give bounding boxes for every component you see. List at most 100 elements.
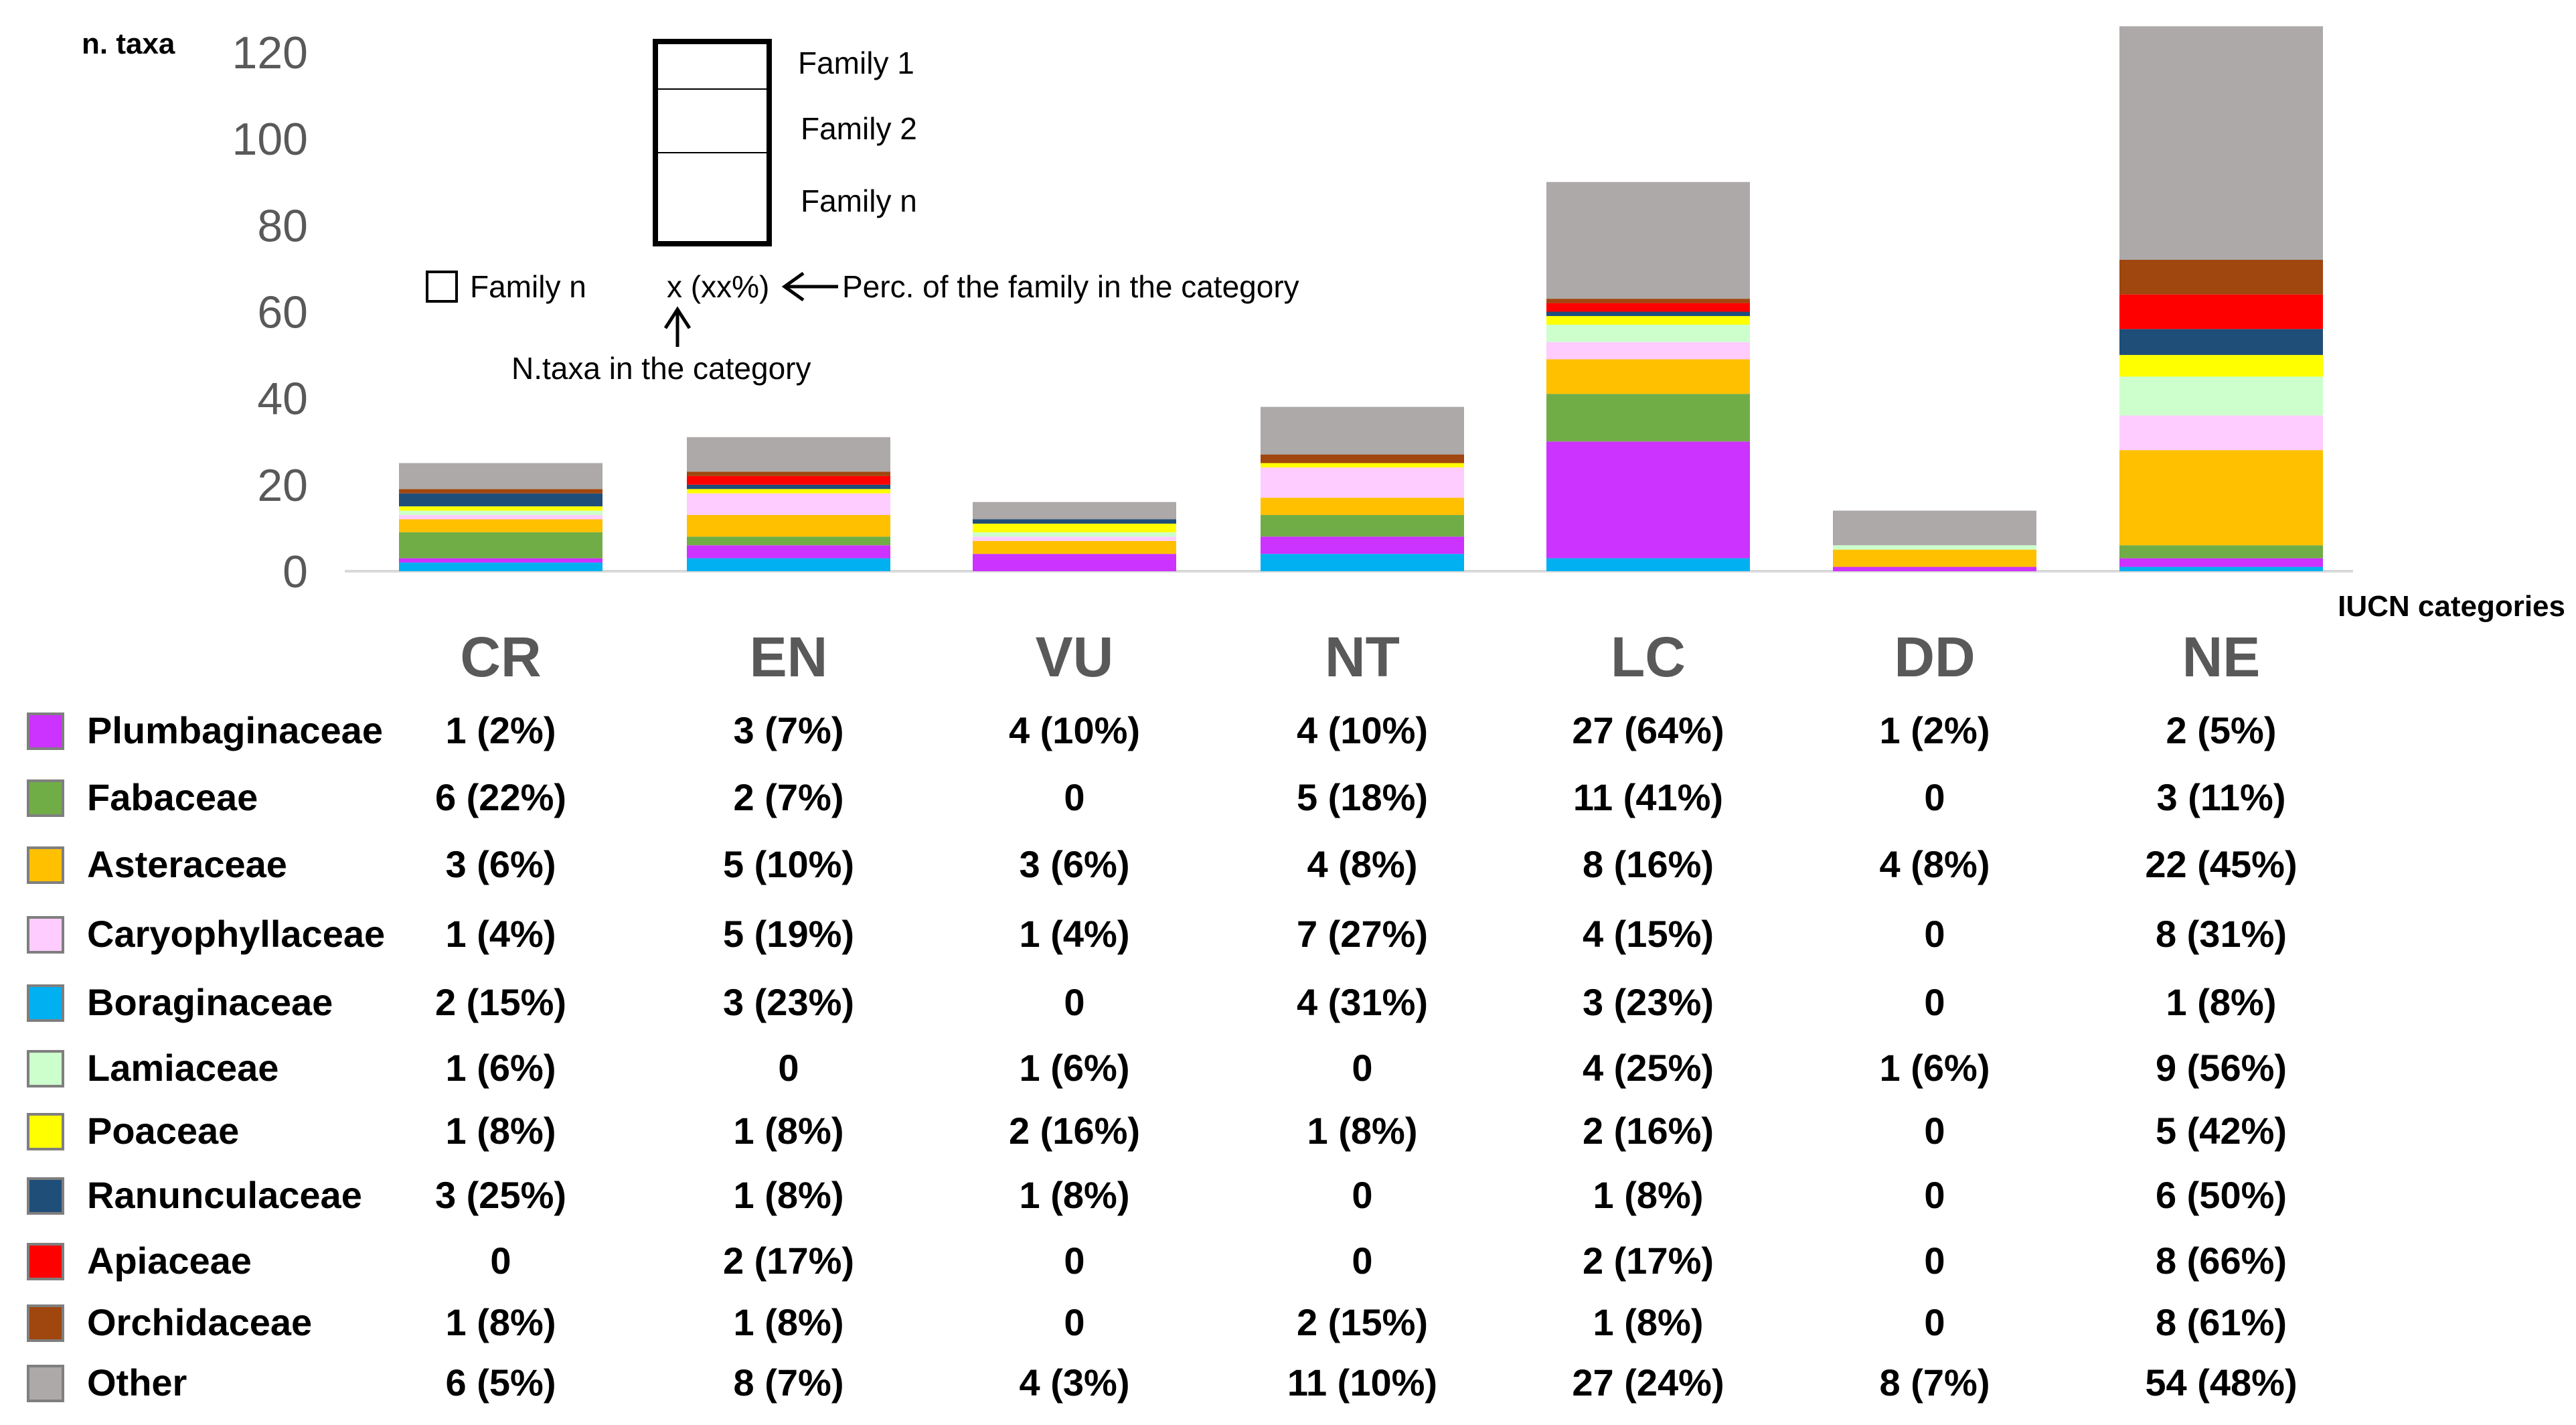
bar-lc-ranunculaceae <box>1546 311 1750 316</box>
cell-other-nt: 11 (10%) <box>1287 1361 1437 1404</box>
cell-lamiaceae-cr: 1 (6%) <box>446 1047 556 1089</box>
cell-caryophyllaceae-nt: 7 (27%) <box>1297 913 1428 955</box>
cell-orchidaceae-ne: 8 (61%) <box>2156 1301 2287 1343</box>
bar-vu-poaceae <box>973 523 1176 532</box>
cell-fabaceae-lc: 11 (41%) <box>1573 776 1723 818</box>
cell-apiaceae-nt: 0 <box>1352 1240 1372 1282</box>
cell-caryophyllaceae-dd: 0 <box>1924 913 1945 955</box>
y-axis-ticks: 0 20 40 60 80 100 120 <box>232 27 308 597</box>
cell-orchidaceae-lc: 1 (8%) <box>1593 1301 1704 1343</box>
family-name: Lamiaceae <box>87 1047 278 1089</box>
bar-en-other <box>687 437 890 472</box>
category-label-vu: VU <box>1036 625 1114 688</box>
bar-en-fabaceae <box>687 536 890 546</box>
bar-vu-asteraceae <box>973 540 1176 554</box>
bar-ne-caryophyllaceae <box>2119 415 2323 451</box>
bar-vu-lamiaceae <box>973 532 1176 537</box>
cell-caryophyllaceae-vu: 1 (4%) <box>1020 913 1130 955</box>
cell-lamiaceae-vu: 1 (6%) <box>1020 1047 1130 1089</box>
cell-orchidaceae-vu: 0 <box>1064 1301 1084 1343</box>
bar-dd-plumbaginaceae <box>1833 567 2036 571</box>
table-row: Plumbaginaceae 1 (2%) 3 (7%) 4 (10%) 4 (10%)… <box>27 709 2277 751</box>
bar-lc-other <box>1546 181 1750 299</box>
cell-asteraceae-ne: 22 (45%) <box>2145 843 2297 885</box>
inset-perc-note: Perc. of the family in the category <box>842 269 1299 304</box>
category-label-en: EN <box>750 625 828 688</box>
bar-cr-other <box>399 463 602 490</box>
inset-label-family-n: Family n <box>801 183 917 218</box>
bar-cr-caryophyllaceae <box>399 515 602 520</box>
cell-ranunculaceae-vu: 1 (8%) <box>1020 1174 1130 1216</box>
category-label-nt: NT <box>1325 625 1400 688</box>
category-label-lc: LC <box>1611 625 1686 688</box>
cell-boraginaceae-cr: 2 (15%) <box>435 981 566 1023</box>
table-row: Boraginaceae 2 (15%) 3 (23%) 0 4 (31%) 3 (23%… <box>27 981 2276 1023</box>
legend-swatch-poaceae <box>27 1113 64 1150</box>
bar-lc-apiaceae <box>1546 303 1750 312</box>
bar-en-ranunculaceae <box>687 484 890 490</box>
y-tick-label: 60 <box>257 287 308 338</box>
cell-ranunculaceae-lc: 1 (8%) <box>1593 1174 1704 1216</box>
category-label-ne: NE <box>2182 625 2261 688</box>
bar-ne-ranunculaceae <box>2119 329 2323 356</box>
cell-fabaceae-dd: 0 <box>1924 776 1945 818</box>
legend-swatch-apiaceae <box>27 1243 64 1280</box>
y-tick-label: 40 <box>257 374 308 425</box>
inset-swatch-label: Family n <box>470 269 586 304</box>
cell-plumbaginaceae-en: 3 (7%) <box>734 709 844 751</box>
cell-apiaceae-dd: 0 <box>1924 1240 1945 1282</box>
bar-ne-plumbaginaceae <box>2119 558 2323 567</box>
bar-dd-other <box>1833 510 2036 546</box>
cell-fabaceae-ne: 3 (11%) <box>2157 776 2286 818</box>
cell-asteraceae-nt: 4 (8%) <box>1307 843 1418 885</box>
bar-dd-lamiaceae <box>1833 545 2036 550</box>
cell-other-dd: 8 (7%) <box>1880 1361 1990 1404</box>
cell-orchidaceae-cr: 1 (8%) <box>446 1301 556 1343</box>
cell-poaceae-ne: 5 (42%) <box>2156 1110 2287 1152</box>
family-name: Fabaceae <box>87 776 258 818</box>
cell-plumbaginaceae-ne: 2 (5%) <box>2166 709 2277 751</box>
family-name: Plumbaginaceae <box>87 709 383 751</box>
category-labels: CR EN VU NT LC DD NE <box>460 625 2260 688</box>
bar-nt-orchidaceae <box>1261 454 1464 463</box>
cell-fabaceae-cr: 6 (22%) <box>435 776 566 818</box>
legend-swatch-boraginaceae <box>27 984 64 1022</box>
cell-lamiaceae-nt: 0 <box>1352 1047 1372 1089</box>
bar-en-plumbaginaceae <box>687 545 890 558</box>
cell-fabaceae-en: 2 (7%) <box>734 776 844 818</box>
bar-nt-caryophyllaceae <box>1261 467 1464 498</box>
bar-lc-poaceae <box>1546 315 1750 325</box>
bar-ne-asteraceae <box>2119 450 2323 546</box>
cell-poaceae-en: 1 (8%) <box>734 1110 844 1152</box>
cell-poaceae-dd: 0 <box>1924 1110 1945 1152</box>
table-row: Fabaceae 6 (22%) 2 (7%) 0 5 (18%) 11 (41%) 0 3 … <box>27 776 2286 818</box>
y-axis-label: n. taxa <box>82 27 175 60</box>
inset-label-family-1: Family 1 <box>798 46 914 80</box>
cell-apiaceae-vu: 0 <box>1064 1240 1084 1282</box>
cell-lamiaceae-en: 0 <box>778 1047 799 1089</box>
bar-lc-boraginaceae <box>1546 558 1750 571</box>
family-name: Apiaceae <box>87 1240 252 1282</box>
count-arrow-head <box>663 306 692 329</box>
family-name: Other <box>87 1361 187 1404</box>
bar-en-boraginaceae <box>687 558 890 571</box>
cell-plumbaginaceae-dd: 1 (2%) <box>1880 709 1990 751</box>
cell-lamiaceae-dd: 1 (6%) <box>1880 1047 1990 1089</box>
bars <box>399 26 2323 571</box>
cell-ranunculaceae-ne: 6 (50%) <box>2156 1174 2287 1216</box>
table-row: Caryophyllaceae 1 (4%) 5 (19%) 1 (4%) 7 (27%… <box>27 913 2287 955</box>
legend-swatch-other <box>27 1365 64 1402</box>
inset-stack-box <box>653 39 772 246</box>
family-name: Asteraceae <box>87 843 287 885</box>
inset-swatch <box>426 271 458 303</box>
bar-nt-fabaceae <box>1261 515 1464 537</box>
bar-cr-boraginaceae <box>399 562 602 571</box>
inset-count-note: N.taxa in the category <box>511 351 811 386</box>
cell-asteraceae-dd: 4 (8%) <box>1880 843 1990 885</box>
bar-en-asteraceae <box>687 515 890 537</box>
inset-value-format: x (xx%) <box>667 269 769 304</box>
bar-nt-plumbaginaceae <box>1261 536 1464 554</box>
bar-lc-lamiaceae <box>1546 324 1750 342</box>
category-label-cr: CR <box>460 625 541 688</box>
bar-vu-plumbaginaceae <box>973 554 1176 571</box>
